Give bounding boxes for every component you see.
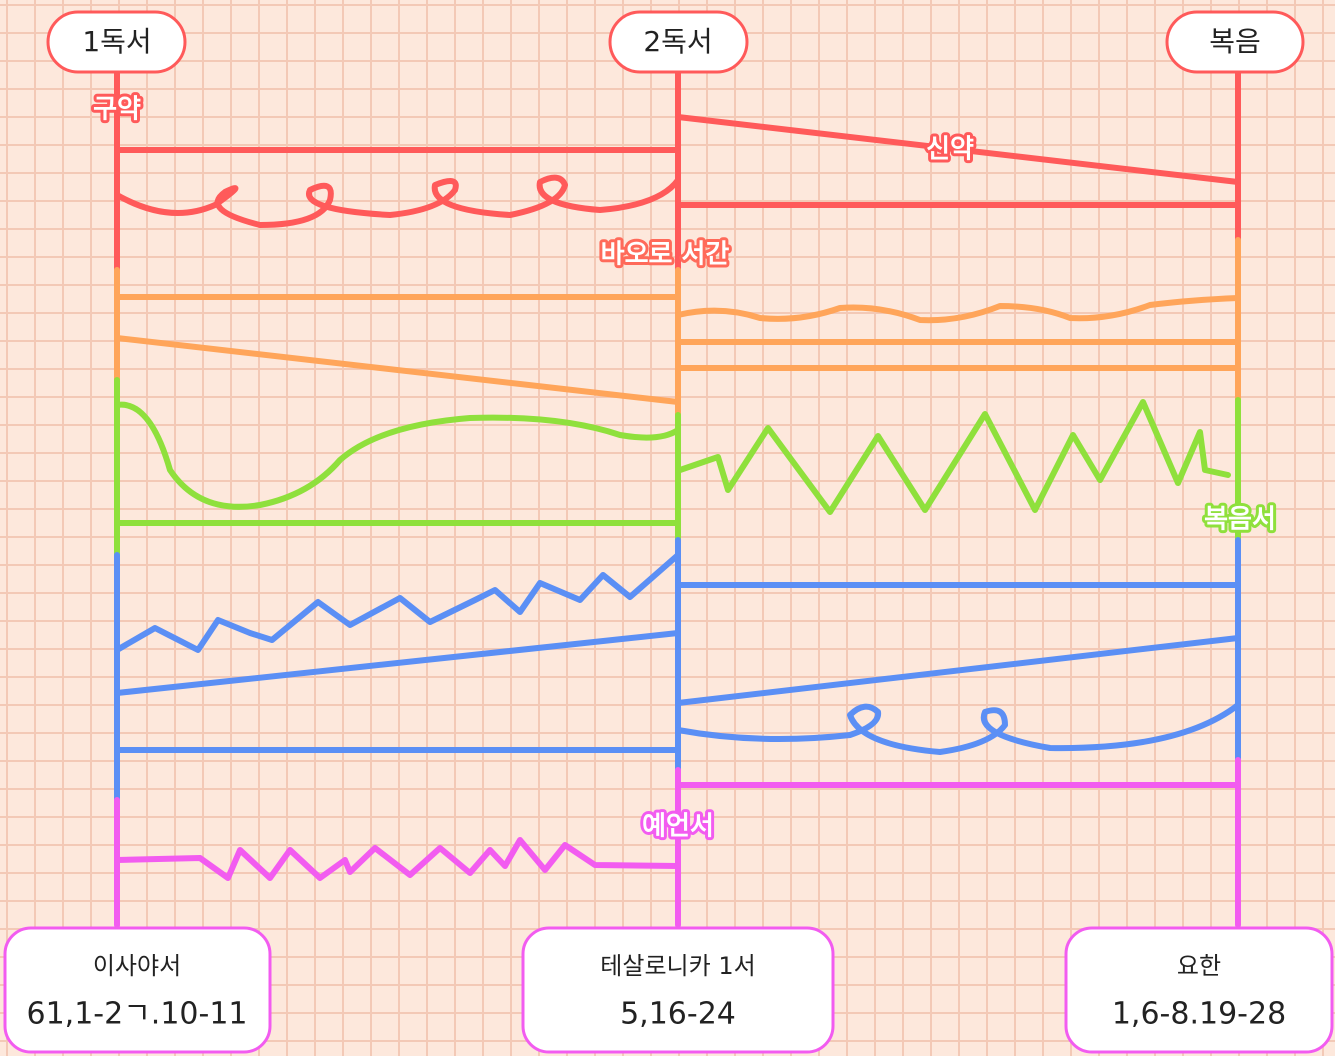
section-label: 바오로 서간 [601, 240, 730, 270]
reading-box [3, 926, 272, 1054]
reading-reference: 1,6-8.19-28 [1112, 997, 1286, 1032]
reading-book: 이사야서 [93, 952, 181, 980]
header-box [46, 10, 187, 74]
reading-book: 요한 [1177, 952, 1221, 980]
header-box [608, 10, 749, 74]
reading-book: 테살로니카 1서 [600, 952, 755, 980]
reading-reference: 61,1-2ㄱ.10-11 [26, 997, 247, 1032]
header: 1독서 [82, 25, 151, 58]
header: 복음 [1209, 25, 1261, 58]
header-box [1165, 10, 1305, 74]
header: 2독서 [643, 25, 712, 58]
section-label: 예언서 [642, 812, 714, 842]
readings: 이사야서 61,1-2ㄱ.10-11 테살로니카 1서 5,16-24 요한 1… [3, 926, 1334, 1054]
reading-box [521, 926, 835, 1054]
section-label: 신약 [926, 135, 974, 165]
tracks [114, 114, 1241, 881]
reading-box [1064, 926, 1334, 1054]
section-label: 복음서 [1204, 505, 1276, 535]
reading-reference: 5,16-24 [620, 997, 736, 1032]
headers: 1독서 2독서 복음 [46, 10, 1305, 74]
section-label: 구약 [93, 95, 141, 125]
